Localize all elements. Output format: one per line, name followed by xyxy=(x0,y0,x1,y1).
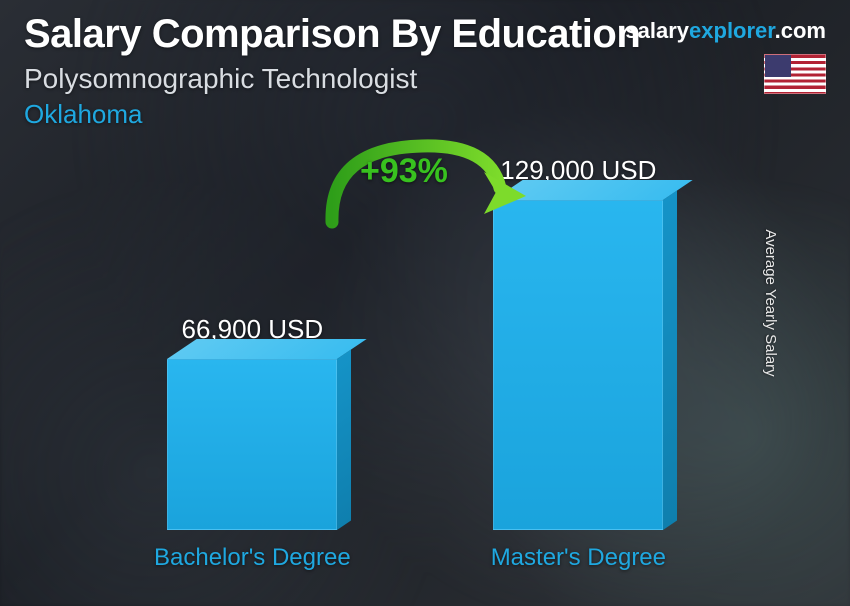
bar-front-face xyxy=(493,200,663,530)
bar-top-face xyxy=(167,339,367,359)
bar-side-face xyxy=(663,191,677,530)
flag-icon xyxy=(764,54,826,94)
brand-logo-text: salaryexplorer.com xyxy=(625,18,826,44)
bar-group-bachelors: 66,900 USD Bachelor's Degree xyxy=(154,314,351,572)
brand-block: salaryexplorer.com xyxy=(625,18,826,99)
bar-3d xyxy=(167,359,337,530)
bar-3d xyxy=(493,200,663,530)
brand-domain: .com xyxy=(775,18,826,43)
brand-prefix: salary xyxy=(625,18,689,43)
location-label: Oklahoma xyxy=(24,99,826,130)
bar-side-face xyxy=(337,350,351,530)
brand-suffix: explorer xyxy=(689,18,775,43)
delta-badge: +93% xyxy=(360,152,448,191)
bar-category-label: Master's Degree xyxy=(491,544,666,572)
bar-front-face xyxy=(167,359,337,530)
bar-category-label: Bachelor's Degree xyxy=(154,544,351,572)
